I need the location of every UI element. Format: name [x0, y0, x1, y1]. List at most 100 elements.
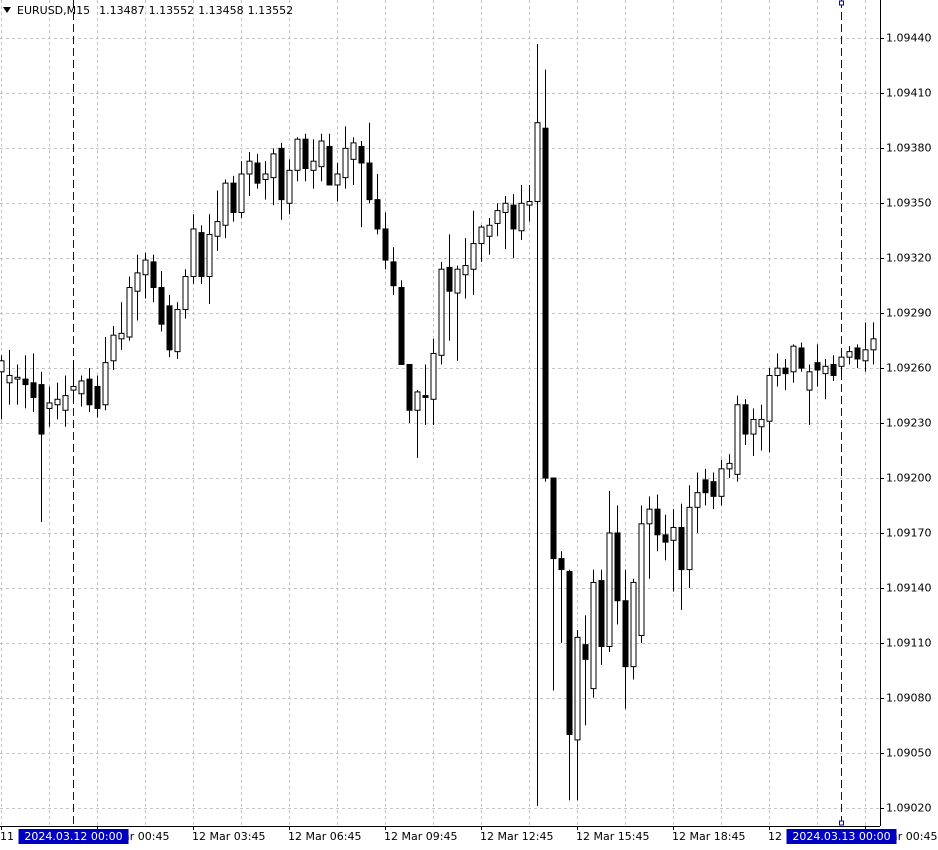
candle-body: [478, 226, 485, 245]
candle-body: [334, 173, 341, 186]
header-value: 1.13552: [149, 4, 195, 17]
candle-body: [86, 378, 93, 406]
header-value: 1.13458: [198, 4, 244, 17]
candle-body: [574, 636, 581, 741]
candle-body: [758, 418, 765, 428]
candle-body: [614, 532, 621, 602]
candle-body: [750, 418, 757, 435]
candle-body: [646, 508, 653, 525]
separator-label-bg: [786, 829, 897, 844]
x-tick-label: 12 Mar 03:45: [192, 830, 265, 843]
candle-body: [350, 142, 357, 160]
y-tick-label: 1.09200: [886, 472, 932, 485]
candle-body: [846, 351, 853, 358]
y-tick-label: 1.09080: [886, 692, 932, 705]
y-tick-label: 1.09170: [886, 527, 932, 540]
candle-body: [150, 261, 157, 289]
separator-handle: [839, 820, 844, 826]
candle-body: [278, 147, 285, 201]
candle-body: [542, 127, 549, 479]
candle-body: [470, 243, 477, 270]
ohlc-header: 1.13487 1.13552 1.13458 1.13552: [99, 4, 293, 17]
candle-body: [446, 266, 453, 292]
candle-body: [318, 140, 325, 168]
candle-body: [438, 268, 445, 356]
candle-body: [166, 305, 173, 351]
axes: 1.09440 1.09410 1.09380 1.09350 1.09320 1.092…: [0, 32, 937, 844]
y-tick-label: 1.09380: [886, 142, 932, 155]
candle-body: [566, 570, 573, 735]
candle-body: [774, 367, 781, 376]
candle-body: [270, 153, 277, 179]
x-tick-label: 12 Mar 18:45: [672, 830, 745, 843]
separator-label: 2024.03.13 00:00: [792, 830, 890, 843]
candle-body: [30, 382, 37, 398]
candle-body: [158, 287, 165, 325]
candle-body: [766, 374, 773, 422]
candle-body: [214, 221, 221, 237]
candle-body: [246, 160, 253, 175]
candle-body: [126, 287, 133, 338]
candle-body: [510, 204, 517, 230]
candle-body: [366, 162, 373, 201]
candle-body: [94, 385, 101, 409]
candle-body: [534, 122, 541, 202]
candle-body: [118, 332, 125, 340]
candle-body: [430, 352, 437, 400]
y-tick-label: 1.09410: [886, 87, 932, 100]
candle-body: [6, 374, 13, 384]
candle-body: [790, 345, 797, 373]
candle-body: [190, 228, 197, 278]
dropdown-icon[interactable]: [3, 7, 11, 13]
candle-body: [862, 349, 869, 362]
candle-body: [46, 402, 53, 409]
candle-body: [38, 384, 45, 435]
y-tick-label: 1.09350: [886, 197, 932, 210]
candle-body: [286, 169, 293, 204]
candle-body: [654, 508, 661, 536]
candle-body: [822, 365, 829, 375]
separator-label-bg: [18, 829, 129, 844]
candle-body: [462, 265, 469, 276]
candle-body: [254, 162, 261, 184]
x-tick-label: 12 Mar 15:45: [576, 830, 649, 843]
candle-body: [142, 259, 149, 276]
candle-body: [238, 173, 245, 213]
candle-body: [406, 363, 413, 411]
y-tick-label: 1.09050: [886, 747, 932, 760]
candle-body: [550, 477, 557, 560]
separator-handle: [839, 0, 844, 6]
candle-body: [382, 228, 389, 261]
candle-body: [102, 362, 109, 406]
y-tick-label: 1.09320: [886, 252, 932, 265]
candle-body: [678, 526, 685, 571]
candle-body: [54, 398, 61, 406]
candle-body: [374, 199, 381, 230]
candle-body: [22, 378, 29, 386]
candle-body: [198, 232, 205, 278]
candle-body: [70, 385, 77, 391]
candle-body: [814, 362, 821, 371]
x-tick-label: 12 Mar 06:45: [288, 830, 361, 843]
candle-body: [854, 347, 861, 360]
candle-body: [230, 182, 237, 213]
candle-body: [686, 506, 693, 571]
candle-body: [734, 404, 741, 475]
y-tick-label: 1.09230: [886, 417, 932, 430]
candle-body: [310, 160, 317, 171]
candle-body: [806, 371, 813, 391]
separators: [73, 0, 844, 826]
symbol: EURUSD,M15: [17, 4, 90, 17]
candle-body: [454, 268, 461, 294]
candle-body: [222, 182, 229, 226]
candle-body: [606, 532, 613, 648]
candle-body: [206, 233, 213, 278]
header-value: 1.13552: [248, 4, 294, 17]
candle-body: [622, 600, 629, 668]
candle-body: [414, 391, 421, 411]
candle-body: [870, 338, 877, 351]
candle-body: [494, 210, 501, 224]
candle-body: [0, 360, 5, 373]
